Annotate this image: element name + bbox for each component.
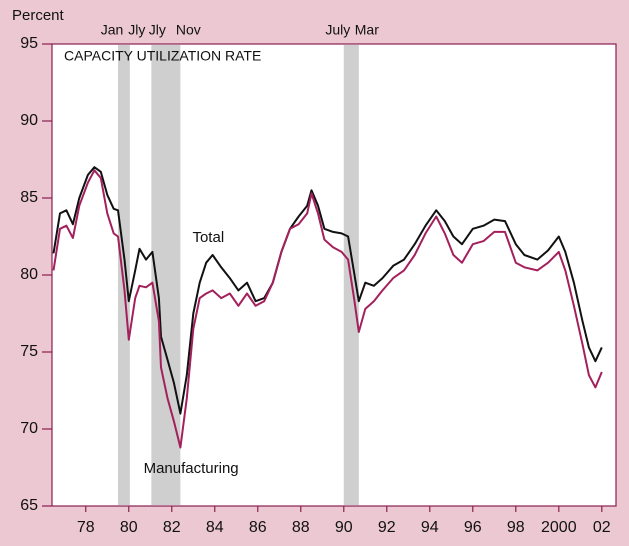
x-tick-label: 96 [464, 519, 482, 536]
y-tick-label: 70 [20, 420, 38, 437]
x-tick-label: 84 [206, 519, 224, 536]
x-tick-label: 78 [77, 519, 95, 536]
x-tick-label: 80 [120, 519, 138, 536]
line-series [52, 169, 603, 449]
y-tick-label: 95 [20, 35, 38, 52]
line-series [52, 166, 603, 415]
x-tick-label: 90 [335, 519, 353, 536]
x-tick-label: 86 [249, 519, 267, 536]
x-tick-label: 88 [292, 519, 310, 536]
recession-end-label: Mar [355, 22, 379, 38]
recession-start-label: July [325, 22, 350, 38]
y-axis-label: Percent [12, 7, 65, 24]
recession-band [118, 45, 130, 505]
chart-title: CAPACITY UTILIZATION RATE [64, 48, 261, 64]
x-tick-label: 94 [421, 519, 439, 536]
recession-start-label: Jan [101, 22, 124, 38]
y-tick-label: 75 [20, 343, 38, 360]
plot-area [51, 43, 617, 507]
annotation: Manufacturing [144, 460, 239, 477]
x-tick-label: 98 [507, 519, 525, 536]
annotation: Total [192, 229, 224, 246]
y-tick-label: 80 [20, 266, 38, 283]
x-tick-label: 2000 [541, 519, 577, 536]
recession-start-label: Jly [149, 22, 166, 38]
x-tick-label: 92 [378, 519, 396, 536]
y-tick-label: 85 [20, 189, 38, 206]
x-tick-label: 02 [593, 519, 611, 536]
x-tick-label: 82 [163, 519, 181, 536]
recession-end-label: Jly [128, 22, 145, 38]
recession-end-label: Nov [176, 22, 201, 38]
y-tick-label: 65 [20, 497, 38, 514]
y-tick-label: 90 [20, 112, 38, 129]
